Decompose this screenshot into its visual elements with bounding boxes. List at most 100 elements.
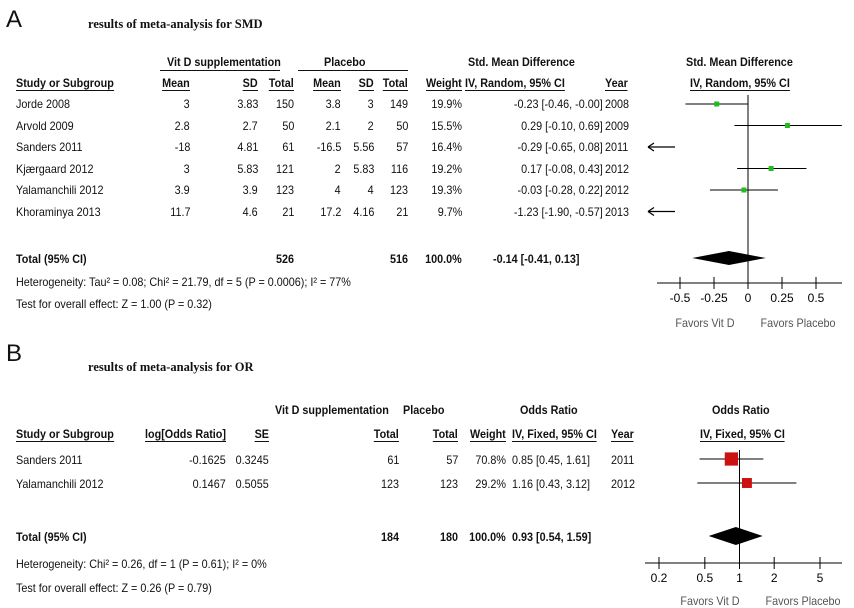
b-group-effect: Odds Ratio xyxy=(520,403,578,417)
forest-plot-smd: -0.5 -0.25 0 0.25 0.5 xyxy=(647,95,842,305)
a-cell-ctl-total: 57 xyxy=(395,140,408,154)
b-cell-se: 0.5055 xyxy=(235,477,269,491)
a-cell-exp-sd: 4.81 xyxy=(236,140,258,154)
study-point xyxy=(768,166,774,171)
a-cell-study: Sanders 2011 xyxy=(16,140,83,154)
b-cell-se: 0.3245 xyxy=(235,453,269,467)
b-tick-label: 5 xyxy=(817,571,824,585)
forest-plot-or: 0.2 0.5 1 2 5 xyxy=(645,450,842,585)
a-group-exp-rule xyxy=(160,70,280,71)
a-cell-study: Kjærgaard 2012 xyxy=(16,161,94,176)
a-cell-ci: -0.23 [-0.46, -0.00] xyxy=(514,97,603,111)
b-favors-left: Favors Vit D xyxy=(680,594,740,608)
a-cell-year: 2012 xyxy=(605,183,630,197)
a-cell-ctl-sd: 5.56 xyxy=(352,140,374,154)
a-cell-weight: 19.2% xyxy=(431,161,462,176)
a-group-ctl: Placebo xyxy=(324,55,366,69)
a-cell-weight: 9.7% xyxy=(437,204,462,219)
study-point xyxy=(784,123,790,128)
a-overall-effect: Test for overall effect: Z = 1.00 (P = 0… xyxy=(16,297,212,311)
a-cell-exp-mean: -18 xyxy=(174,140,190,154)
b-cell-weight: 29.2% xyxy=(475,477,506,491)
a-cell-ctl-mean: 2.1 xyxy=(325,118,341,133)
pooled-diamond xyxy=(708,527,763,545)
a-col-study: Study or Subgroup xyxy=(16,76,114,91)
a-tick-label: 0.25 xyxy=(770,291,794,305)
a-cell-ci: -0.29 [-0.65, 0.08] xyxy=(517,140,603,154)
a-cell-year: 2009 xyxy=(605,118,630,133)
panel-b-letter: B xyxy=(6,340,23,367)
a-cell-ctl-total: 149 xyxy=(389,97,408,111)
a-cell-ci: 0.29 [-0.10, 0.69] xyxy=(521,118,603,133)
b-tick-label: 0.5 xyxy=(696,571,713,585)
b-tick-label: 0.2 xyxy=(651,571,668,585)
b-overall-effect: Test for overall effect: Z = 0.26 (P = 0… xyxy=(16,581,212,595)
panel-a-title: results of meta-analysis for SMD xyxy=(88,17,263,31)
b-col-se: SE xyxy=(254,427,269,442)
a-cell-exp-total: 21 xyxy=(281,204,294,219)
b-total-ctl: 180 xyxy=(439,530,458,544)
a-cell-weight: 19.3% xyxy=(431,183,462,197)
b-heterogeneity: Heterogeneity: Chi² = 0.26, df = 1 (P = … xyxy=(16,557,267,571)
a-cell-exp-sd: 5.83 xyxy=(236,161,258,176)
b-total-ci: 0.93 [0.54, 1.59] xyxy=(512,530,592,544)
a-col-year: Year xyxy=(605,76,628,91)
panel-a-letter: A xyxy=(6,6,23,33)
b-group-plot: Odds Ratio xyxy=(712,403,770,417)
a-col-exp-sd: SD xyxy=(242,76,258,91)
a-cell-ctl-sd: 5.83 xyxy=(352,161,374,176)
a-tick-label: -0.25 xyxy=(700,291,728,305)
b-cell-weight: 70.8% xyxy=(475,453,506,467)
a-cell-ctl-mean: 4 xyxy=(334,183,341,197)
a-cell-ctl-total: 50 xyxy=(395,118,408,133)
a-cell-exp-mean: 11.7 xyxy=(169,204,190,219)
a-cell-exp-mean: 3.9 xyxy=(174,183,190,197)
a-cell-ctl-sd: 4 xyxy=(367,183,374,197)
a-col-ctl-total: Total xyxy=(382,76,408,91)
b-total-weight: 100.0% xyxy=(469,530,506,544)
a-col-ctl-sd: SD xyxy=(358,76,374,91)
a-cell-weight: 19.9% xyxy=(431,97,462,111)
b-cell-study: Yalamanchili 2012 xyxy=(16,477,104,491)
b-cell-exp-total: 61 xyxy=(386,453,399,467)
a-cell-exp-total: 50 xyxy=(281,118,294,133)
a-total-exp: 526 xyxy=(275,252,294,266)
b-cell-study: Sanders 2011 xyxy=(16,453,83,467)
study-point xyxy=(714,101,720,107)
a-col-ctl-mean: Mean xyxy=(313,76,341,91)
a-cell-study: Khoraminya 2013 xyxy=(16,204,101,219)
a-heterogeneity: Heterogeneity: Tau² = 0.08; Chi² = 21.79… xyxy=(16,275,351,289)
b-col-exp-total: Total xyxy=(373,427,399,442)
a-group-effect: Std. Mean Difference xyxy=(468,55,575,69)
b-cell-logor: -0.1625 xyxy=(189,453,226,467)
a-total-ctl: 516 xyxy=(389,252,408,266)
a-cell-exp-sd: 2.7 xyxy=(242,118,258,133)
a-cell-exp-sd: 4.6 xyxy=(242,204,258,219)
b-col-ci: IV, Fixed, 95% CI xyxy=(512,427,597,442)
a-cell-study: Arvold 2009 xyxy=(16,118,74,133)
a-cell-exp-sd: 3.9 xyxy=(242,183,258,197)
a-cell-ctl-mean: -16.5 xyxy=(316,140,341,154)
a-tick-label: -0.5 xyxy=(670,291,691,305)
b-col-ctl-total: Total xyxy=(432,427,458,442)
a-cell-weight: 15.5% xyxy=(431,118,462,133)
a-tick-label: 0 xyxy=(745,291,752,305)
b-cell-logor: 0.1467 xyxy=(192,477,226,491)
a-col-exp-mean: Mean xyxy=(162,76,190,91)
study-point xyxy=(724,452,738,466)
b-cell-ctl-total: 57 xyxy=(445,453,458,467)
a-cell-exp-total: 121 xyxy=(275,161,294,176)
offscale-arrow xyxy=(647,207,655,216)
study-point xyxy=(741,187,747,193)
a-col-ci: IV, Random, 95% CI xyxy=(465,76,565,91)
b-cell-year: 2011 xyxy=(611,453,635,467)
a-cell-exp-sd: 3.83 xyxy=(236,97,258,111)
a-col-plot-ci: IV, Random, 95% CI xyxy=(690,76,790,91)
b-total-label: Total (95% CI) xyxy=(16,530,87,544)
b-cell-ci: 0.85 [0.45, 1.61] xyxy=(512,453,591,467)
b-cell-year: 2012 xyxy=(611,477,636,491)
a-cell-ctl-total: 21 xyxy=(395,204,408,219)
a-cell-ci: -0.03 [-0.28, 0.22] xyxy=(517,183,603,197)
b-col-logor: log[Odds Ratio] xyxy=(145,427,226,442)
b-group-ctl: Placebo xyxy=(403,403,445,417)
